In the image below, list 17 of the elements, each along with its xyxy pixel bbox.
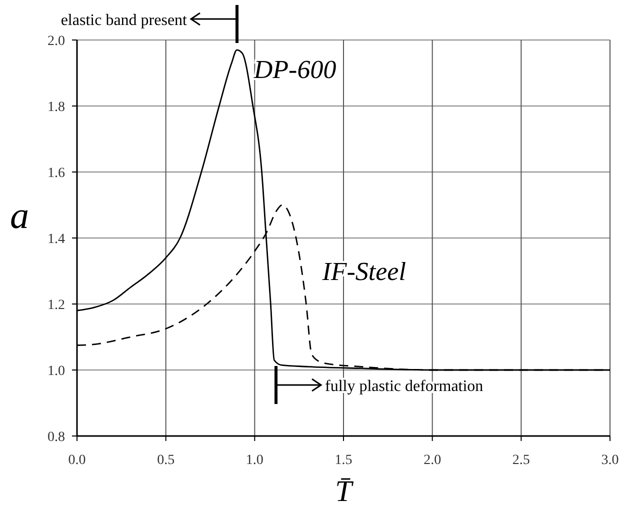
y-tick-label: 1.4 bbox=[48, 232, 65, 247]
y-tick-label: 1.2 bbox=[48, 298, 65, 313]
y-tick-label: 1.8 bbox=[48, 100, 65, 115]
x-tick-label: 0.5 bbox=[157, 453, 175, 468]
x-axis-title: T̄ bbox=[335, 475, 354, 508]
x-tick-label: 2.5 bbox=[512, 453, 530, 468]
x-tick-label: 1.0 bbox=[246, 453, 264, 468]
text: elastic band present bbox=[60, 12, 188, 29]
y-tick-label: 0.8 bbox=[48, 430, 65, 445]
x-tick-label: 3.0 bbox=[601, 453, 619, 468]
y-tick-label: 1.6 bbox=[48, 166, 65, 181]
x-tick-label: 2.0 bbox=[424, 453, 442, 468]
x-tick-label: 1.5 bbox=[334, 453, 352, 468]
y-axis-title: a bbox=[10, 195, 29, 237]
x-tick-label: 0.0 bbox=[68, 453, 86, 468]
y-tick-label: 1.0 bbox=[48, 364, 65, 379]
y-tick-label: 2.0 bbox=[48, 34, 65, 49]
